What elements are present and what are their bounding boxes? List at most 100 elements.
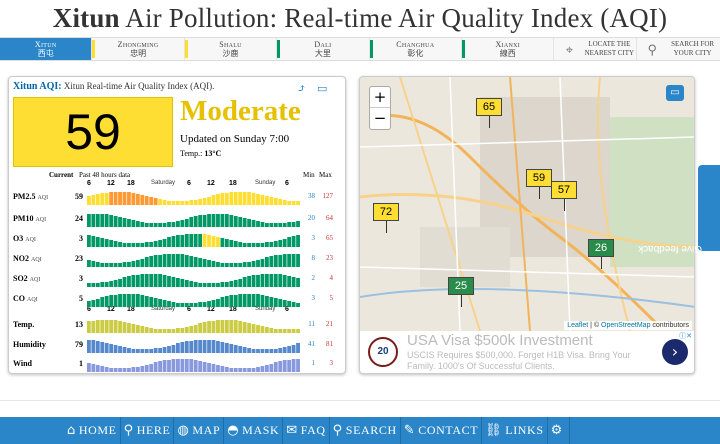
history-bar [242, 218, 247, 227]
col-min-header: Min [303, 171, 315, 179]
history-sparkline[interactable] [87, 211, 301, 227]
history-bar [224, 193, 229, 205]
map-marker[interactable]: 59 [526, 169, 552, 199]
history-bar [287, 346, 292, 353]
history-bar [216, 283, 220, 287]
history-bar [167, 346, 171, 353]
nav-map[interactable]: ◍ MAP [174, 417, 225, 444]
history-sparkline[interactable] [87, 291, 301, 307]
ad-open-button[interactable]: › [662, 339, 688, 365]
nav-settings[interactable]: ⚙ [548, 417, 570, 444]
history-bar [238, 217, 243, 227]
history-bar [287, 237, 292, 247]
crosshair-icon: ⌖ [565, 41, 574, 57]
history-bar [184, 201, 189, 205]
pin-icon: ⚲ [123, 423, 134, 438]
nav-here[interactable]: ⚲ HERE [121, 417, 175, 444]
history-bar [127, 323, 131, 333]
advertisement[interactable]: 20 USA Visa $500k Investment USCIS Requi… [360, 331, 694, 373]
map-marker[interactable]: 26 [588, 239, 614, 269]
history-bar [113, 192, 118, 205]
nav-search[interactable]: ⚲ SEARCH [330, 417, 401, 444]
ad-title[interactable]: USA Visa $500k Investment [407, 332, 593, 349]
history-bar [265, 327, 269, 333]
map-marker[interactable]: 25 [448, 277, 474, 307]
layers-icon[interactable]: ▭ [666, 85, 684, 101]
history-bar [216, 194, 220, 205]
map-marker[interactable]: 57 [551, 181, 577, 211]
widget-icon[interactable]: ▭ [317, 82, 328, 95]
history-sparkline[interactable] [87, 356, 301, 372]
history-bar [193, 257, 198, 267]
nav-faq[interactable]: ✉ FAQ [283, 417, 330, 444]
city-tab-dali[interactable]: Dali 大里 [277, 38, 370, 60]
nav-mask[interactable]: ◓ MASK [224, 417, 284, 444]
history-bar [233, 368, 238, 372]
history-bar [135, 367, 140, 372]
history-bar [282, 254, 287, 267]
history-bar [95, 365, 100, 372]
history-bar [113, 320, 118, 333]
map-tiles[interactable] [360, 77, 695, 331]
history-bar [287, 222, 292, 227]
osm-link[interactable]: OpenStreetMap [601, 322, 651, 329]
history-bar [211, 364, 216, 372]
history-bar [131, 294, 136, 307]
history-sparkline[interactable] [87, 231, 301, 247]
history-sparkline[interactable] [87, 189, 301, 205]
map-marker[interactable]: 65 [476, 98, 502, 128]
feedback-tab[interactable]: Give feedback [638, 165, 720, 254]
history-bar [135, 294, 140, 307]
history-bar [287, 301, 292, 307]
nav-contact[interactable]: ✎ CONTACT [401, 417, 483, 444]
ad-info-icon[interactable]: ⓘ✕ [679, 332, 692, 340]
history-bar [100, 238, 105, 247]
history-bar [242, 294, 247, 307]
history-sparkline[interactable] [87, 271, 301, 287]
history-bar [269, 274, 274, 287]
city-tab-shalu[interactable]: Shalu 沙鹿 [184, 38, 278, 60]
history-bar [95, 194, 100, 205]
history-bar [140, 326, 145, 333]
history-bar [224, 367, 229, 372]
history-bar [171, 201, 176, 205]
aqi-status: Moderate [180, 95, 301, 127]
search-city-button[interactable]: ⚲ SEARCH FOR YOUR CITY [637, 38, 720, 60]
city-tab-changhua[interactable]: Changhua 彰化 [369, 38, 463, 60]
city-tab-xianxi[interactable]: Xianxi 線西 [462, 38, 555, 60]
nav-home[interactable]: ⌂ HOME [64, 417, 121, 444]
history-bar [282, 200, 287, 205]
history-bar [202, 259, 207, 267]
history-bar [211, 214, 216, 227]
history-bar [91, 195, 96, 205]
search-icon: ⚲ [647, 41, 657, 57]
history-bar [193, 360, 198, 372]
history-bar [91, 364, 96, 372]
time-tick-label: 6 [285, 306, 289, 313]
history-sparkline[interactable] [87, 337, 301, 353]
history-sparkline[interactable] [87, 317, 301, 333]
history-bar [202, 340, 207, 353]
history-bar [100, 297, 105, 307]
city-tab-zhongming[interactable]: Zhongming 忠明 [92, 38, 185, 60]
history-bar [149, 197, 154, 205]
history-bar [100, 193, 105, 205]
history-bar [109, 344, 114, 353]
city-tab-xitun[interactable]: Xitun 西屯 [0, 38, 93, 60]
locate-nearest-city-button[interactable]: ⌖ LOCATE THE NEAREST CITY [554, 38, 638, 60]
history-bar [167, 201, 171, 205]
max-value: 64 [326, 214, 333, 222]
history-bar [278, 255, 283, 267]
aqi-card: Xitun AQI: Xitun Real-time Air Quality I… [8, 76, 346, 374]
zoom-out-button[interactable]: − [373, 109, 387, 127]
map-marker[interactable]: 72 [373, 203, 399, 233]
map-card[interactable]: + − 65 59 57 72 26 25 ▭ Leaflet | © Open… [359, 76, 695, 374]
nav-links[interactable]: ⛓ LINKS [482, 417, 548, 444]
share-icon[interactable]: ⤴ [297, 82, 307, 95]
history-sparkline[interactable] [87, 251, 301, 267]
zoom-in-button[interactable]: + [370, 87, 390, 108]
history-bar [131, 193, 136, 205]
history-bar [198, 234, 203, 247]
leaflet-link[interactable]: Leaflet [567, 322, 589, 329]
history-bar [291, 329, 296, 333]
